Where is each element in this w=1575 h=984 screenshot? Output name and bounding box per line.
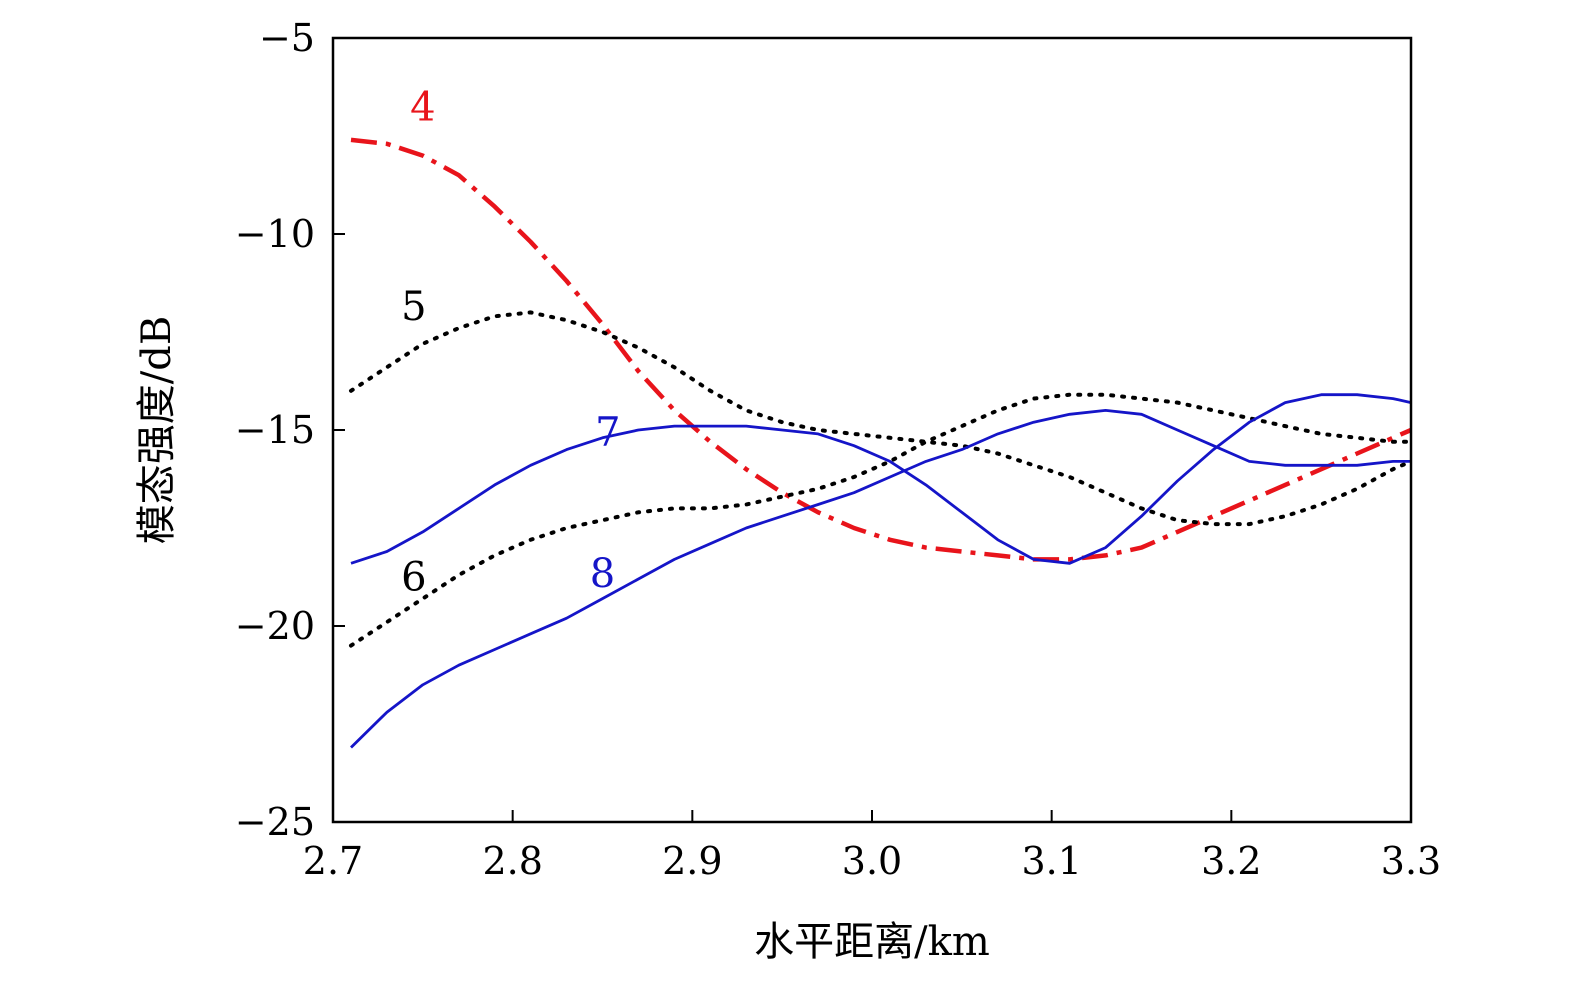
x-tick-label: 2.8 (482, 839, 542, 883)
y-tick-label: −10 (235, 212, 315, 256)
series-line-4 (350, 137, 1412, 562)
x-tick-label: 2.9 (662, 839, 722, 883)
y-tick-label: −25 (235, 800, 315, 844)
series-label-7: 7 (595, 410, 620, 456)
series-labels: 4 5 6 7 8 (401, 84, 620, 600)
series-label-6: 6 (401, 555, 426, 601)
y-axis-label: 模态强度/dB (134, 316, 180, 544)
x-tick-label: 3.0 (842, 839, 902, 883)
y-tick-label: −5 (259, 16, 315, 60)
series-label-8: 8 (590, 551, 615, 597)
x-tick-label: 3.3 (1381, 839, 1441, 883)
plot-series (349, 137, 1413, 749)
x-axis-label: 水平距离/km (754, 919, 990, 965)
x-tick-label: 2.7 (303, 839, 363, 883)
y-tick-label: −20 (235, 604, 315, 648)
series-line-5 (349, 310, 1413, 527)
axis-ticks: 2.7 2.8 2.9 3.0 3.1 3.2 3.3 −5 −10 −15 −20 −25 (235, 16, 1441, 883)
series-line-8 (350, 408, 1411, 749)
x-tick-label: 3.1 (1021, 839, 1081, 883)
y-tick-label: −15 (235, 408, 315, 452)
series-line-6 (349, 392, 1413, 648)
plot-frame (331, 36, 1413, 824)
series-label-5: 5 (401, 284, 426, 330)
series-label-4: 4 (410, 84, 435, 130)
x-tick-label: 3.2 (1201, 839, 1261, 883)
series-line-7 (350, 393, 1412, 565)
